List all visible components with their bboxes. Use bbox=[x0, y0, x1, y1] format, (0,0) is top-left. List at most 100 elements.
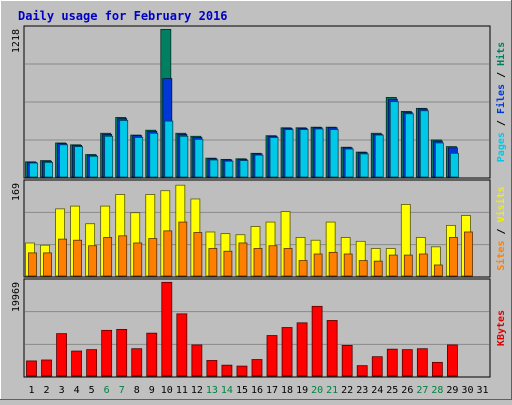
pages-bar-day-16 bbox=[254, 154, 264, 178]
sites-bar-day-10 bbox=[163, 230, 173, 277]
kbytes-bars bbox=[26, 281, 458, 377]
pages-bar-day-27 bbox=[419, 110, 429, 178]
day-label: 2 bbox=[44, 385, 50, 396]
pages-bar-day-4 bbox=[74, 146, 83, 178]
sites-bar-day-9 bbox=[148, 238, 158, 277]
pages-bar-day-12 bbox=[194, 138, 204, 178]
axis-label-part: Visits bbox=[495, 186, 507, 222]
sites-visits-panel: 169 Sites / Visits bbox=[11, 179, 507, 278]
kbytes-bar-day-13 bbox=[206, 360, 218, 377]
day-label: 20 bbox=[311, 385, 323, 396]
kbytes-bar-day-2 bbox=[41, 359, 52, 377]
kbytes-bar-day-20 bbox=[311, 305, 323, 377]
day-label: 25 bbox=[386, 385, 398, 396]
sites-bar-day-5 bbox=[88, 245, 98, 277]
kbytes-bar-day-3 bbox=[56, 333, 67, 377]
sites-bar-day-7 bbox=[118, 235, 128, 277]
sites-bar-day-23 bbox=[358, 260, 368, 277]
sites-bar-day-11 bbox=[178, 221, 188, 277]
kbytes-bar-day-21 bbox=[326, 320, 338, 377]
pages-bar-day-25 bbox=[389, 101, 399, 178]
sites-bar-day-27 bbox=[418, 253, 428, 277]
kbytes-panel: 19969 KBytes bbox=[11, 278, 507, 378]
hits-ymax-label: 1218 bbox=[11, 29, 22, 53]
day-label: 19 bbox=[296, 385, 308, 396]
axis-label-part: Pages bbox=[496, 132, 507, 162]
kbytes-bar-day-7 bbox=[116, 328, 128, 377]
sites-bar-day-6 bbox=[103, 237, 113, 277]
visits-ymax-label: 169 bbox=[11, 183, 22, 201]
pages-bar-day-7 bbox=[119, 120, 129, 178]
pages-bar-day-15 bbox=[239, 160, 249, 178]
day-label: 18 bbox=[281, 385, 293, 396]
day-label: 14 bbox=[221, 385, 233, 396]
axis-label-part: Hits bbox=[495, 42, 507, 66]
sites-bar-day-24 bbox=[373, 260, 383, 277]
sites-bar-day-4 bbox=[73, 239, 82, 277]
sites-bar-day-1 bbox=[28, 252, 37, 277]
sites-bar-day-16 bbox=[253, 248, 263, 277]
axis-label-part: / bbox=[496, 66, 507, 84]
kbytes-bar-day-12 bbox=[191, 344, 203, 377]
kbytes-bar-day-26 bbox=[401, 349, 413, 377]
day-label: 12 bbox=[191, 385, 203, 396]
sites-visits-axis-label: Sites / Visits bbox=[495, 186, 507, 270]
day-label: 6 bbox=[104, 385, 110, 396]
pages-bar-day-20 bbox=[314, 128, 324, 178]
day-label: 7 bbox=[119, 385, 125, 396]
sites-bar-day-20 bbox=[313, 253, 323, 277]
kbytes-bar-day-1 bbox=[26, 360, 37, 377]
day-label: 11 bbox=[176, 385, 188, 396]
day-label: 21 bbox=[326, 385, 338, 396]
sites-bar-day-3 bbox=[58, 238, 67, 277]
day-label: 30 bbox=[461, 385, 473, 396]
kbytes-bar-day-10 bbox=[161, 281, 173, 377]
kbytes-bar-day-6 bbox=[101, 329, 113, 377]
sites-bar-day-15 bbox=[238, 242, 248, 277]
pages-bar-day-14 bbox=[224, 160, 234, 178]
pages-bar-day-5 bbox=[89, 155, 99, 178]
day-label: 26 bbox=[401, 385, 413, 396]
sites-bar-day-29 bbox=[449, 237, 458, 277]
kbytes-bar-day-28 bbox=[431, 361, 443, 377]
day-label: 10 bbox=[161, 385, 173, 396]
kbytes-bar-day-29 bbox=[447, 344, 458, 377]
kbytes-bar-day-11 bbox=[176, 313, 188, 377]
sites-bar-day-13 bbox=[208, 248, 218, 277]
pages-bar-day-23 bbox=[359, 153, 369, 178]
chart-title: Daily usage for February 2016 bbox=[18, 9, 228, 23]
day-axis-labels: 1 2 3 4 5 6 7 8 9 10 11 12 13 14 15 16 17 18 19 20 21 22 23 24 2… bbox=[29, 385, 489, 396]
sites-bar-day-12 bbox=[193, 232, 203, 277]
day-label: 23 bbox=[356, 385, 368, 396]
axis-label-part: / bbox=[496, 114, 507, 132]
hits-files-pages-panel: 1218 Pages / Files / Hits bbox=[11, 25, 507, 179]
kbytes-bar-day-4 bbox=[71, 350, 82, 377]
axis-label-part: Files bbox=[495, 84, 507, 114]
pages-bar-day-26 bbox=[404, 113, 414, 178]
kbytes-bar-day-27 bbox=[416, 348, 428, 377]
pages-bar-day-21 bbox=[329, 129, 339, 178]
kbytes-bar-day-14 bbox=[221, 364, 233, 377]
day-label: 8 bbox=[134, 385, 140, 396]
pages-bar-day-22 bbox=[344, 148, 354, 178]
pages-bar-day-28 bbox=[434, 142, 444, 178]
sites-bar-day-17 bbox=[268, 245, 278, 277]
pages-bar-day-9 bbox=[149, 132, 159, 178]
kbytes-bar-day-22 bbox=[341, 345, 353, 377]
pages-bar-day-17 bbox=[269, 137, 279, 178]
kbytes-ymax-label: 19969 bbox=[11, 282, 22, 312]
day-label: 13 bbox=[206, 385, 218, 396]
kbytes-bar-day-8 bbox=[131, 348, 143, 377]
kbytes-bar-day-18 bbox=[281, 327, 293, 377]
pages-bar-day-19 bbox=[299, 129, 309, 178]
day-label: 28 bbox=[431, 385, 443, 396]
kbytes-bar-day-24 bbox=[371, 356, 383, 377]
kbytes-bar-day-15 bbox=[236, 365, 248, 377]
day-label: 22 bbox=[341, 385, 353, 396]
day-label: 1 bbox=[29, 385, 35, 396]
pages-bar-day-11 bbox=[179, 135, 189, 178]
sites-bar-day-14 bbox=[223, 250, 233, 277]
sites-bar-day-28 bbox=[433, 264, 443, 277]
